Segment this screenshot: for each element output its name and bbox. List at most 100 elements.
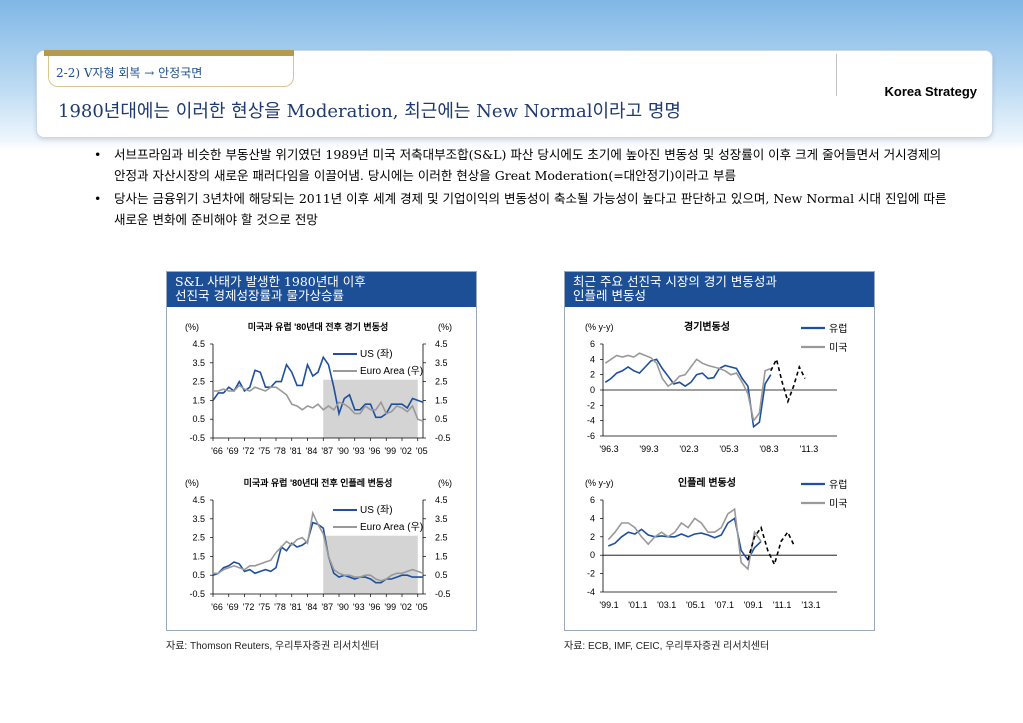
y-tick-label-left: 0.5	[192, 570, 205, 580]
y-tick-label-left: 1.5	[192, 551, 205, 561]
x-tick-label: '93	[353, 446, 365, 456]
x-tick-label: '03.1	[657, 600, 676, 610]
x-tick-label: '99.1	[599, 600, 618, 610]
x-tick-label: '05	[416, 602, 428, 612]
y-tick-label-left: 4.5	[192, 339, 205, 349]
x-tick-label: '81	[290, 602, 302, 612]
right-panel-title-line2: 인플레 변동성	[573, 288, 646, 303]
x-tick-label: '90	[337, 602, 349, 612]
growth-volatility-chart: (%) (%) 미국과 유럽 '80년대 전후 경기 변동성 4.5 4.5 3.5 3.5…	[185, 321, 452, 456]
y-tick-label: 6	[590, 495, 595, 505]
chart-title: 미국과 유럽 '80년대 전후 인플레 변동성	[244, 477, 393, 488]
y-tick-label: 2	[590, 370, 595, 380]
x-tick-label: '90	[337, 446, 349, 456]
y-axis-unit: (% y-y)	[585, 322, 614, 332]
x-tick-label: '99.3	[639, 444, 658, 454]
x-tick-label: '87	[321, 446, 333, 456]
inflation-volatility-chart: (%) (%) 미국과 유럽 '80년대 전후 인플레 변동성 4.5 4.5 3.5 3.…	[185, 477, 452, 612]
y-tick-label-left: -0.5	[189, 433, 205, 443]
x-tick-label: '75	[258, 602, 270, 612]
y-tick-label: 6	[590, 339, 595, 349]
chart-title: 인플레 변동성	[678, 476, 736, 489]
y-tick-label: -2	[587, 400, 595, 410]
x-tick-label: '72	[243, 446, 255, 456]
y-tick-label: -2	[587, 569, 595, 579]
left-chart-panel: S&L 사태가 발생한 1980년대 이후 선진국 경제성장률과 물가상승률 (…	[166, 271, 477, 631]
y-tick-label: -6	[587, 431, 595, 441]
legend-label: Euro Area (우)	[360, 521, 423, 533]
series-line-1	[607, 507, 762, 571]
x-tick-label: '01.1	[628, 600, 647, 610]
legend-label: US (좌)	[360, 504, 393, 516]
highlight-band	[323, 535, 418, 594]
chart-title: 미국과 유럽 '80년대 전후 경기 변동성	[248, 321, 389, 332]
x-tick-label: '96.3	[599, 444, 618, 454]
page-title: 1980년대에는 이러한 현상을 Moderation, 최근에는 New No…	[58, 101, 681, 122]
y-tick-label-left: 2.5	[192, 377, 205, 387]
x-tick-label: '72	[243, 602, 255, 612]
x-tick-label: '81	[290, 446, 302, 456]
legend-label: 미국	[829, 498, 847, 510]
y-tick-label: 4	[590, 513, 595, 523]
series-line-1	[213, 510, 424, 582]
y-axis-unit-right: (%)	[438, 322, 452, 332]
y-tick-label-right: 3.5	[435, 514, 448, 524]
series-line-2	[770, 356, 806, 405]
y-tick-label: 0	[590, 550, 595, 560]
x-tick-label: '84	[306, 446, 318, 456]
cycle-volatility-chart: (% y-y) 경기변동성 6 4 2 0 -2 -4 -6 '96.3 '99.3 '02.3 '05…	[585, 320, 847, 454]
bullet-list: 서브프라임과 비슷한 부동산발 위기였던 1989년 미국 저축대부조합(S&L…	[90, 144, 950, 232]
x-tick-label: '66	[211, 602, 223, 612]
y-axis-unit-left: (%)	[185, 322, 199, 332]
x-tick-label: '87	[321, 602, 333, 612]
y-tick-label-left: 3.5	[192, 514, 205, 524]
x-tick-label: '05	[416, 446, 428, 456]
x-tick-label: '05.3	[719, 444, 738, 454]
legend-label: Euro Area (우)	[360, 365, 423, 377]
x-tick-label: '11.1	[773, 600, 792, 610]
right-panel-title: 최근 주요 선진국 시장의 경기 변동성과 인플레 변동성	[565, 272, 874, 307]
header-divider	[836, 54, 837, 96]
x-tick-label: '93	[353, 602, 365, 612]
x-tick-label: '69	[227, 446, 239, 456]
series-line-1	[604, 352, 772, 423]
y-tick-label-right: 1.5	[435, 551, 448, 561]
x-tick-label: '02	[400, 602, 412, 612]
y-tick-label-right: -0.5	[435, 433, 451, 443]
right-chart-panel: 최근 주요 선진국 시장의 경기 변동성과 인플레 변동성 (% y-y) 경기변…	[564, 271, 875, 631]
y-tick-label-right: 2.5	[435, 533, 448, 543]
y-tick-label-left: 1.5	[192, 395, 205, 405]
y-tick-label: 2	[590, 532, 595, 542]
y-tick-label-left: 3.5	[192, 358, 205, 368]
bullet-item: 서브프라임과 비슷한 부동산발 위기였던 1989년 미국 저축대부조합(S&L…	[90, 144, 950, 186]
y-tick-label: 4	[590, 354, 595, 364]
x-tick-label: '84	[306, 602, 318, 612]
legend-label: US (좌)	[360, 348, 393, 360]
x-tick-label: '08.3	[759, 444, 778, 454]
x-tick-label: '02	[400, 446, 412, 456]
y-axis-unit-right: (%)	[438, 478, 452, 488]
x-tick-label: '05.1	[686, 600, 705, 610]
x-tick-label: '69	[227, 602, 239, 612]
x-tick-label: '66	[211, 446, 223, 456]
section-tab	[48, 56, 294, 87]
chart-title: 경기변동성	[684, 320, 730, 333]
x-tick-label: '96	[369, 446, 381, 456]
y-tick-label-left: 2.5	[192, 533, 205, 543]
inflation-cycle-chart: (% y-y) 인플레 변동성 6 4 2 0 -2 -4 '99.1 '01.1 '03.1 '05…	[585, 476, 847, 610]
y-tick-label-right: 4.5	[435, 495, 448, 505]
series-line-0	[604, 358, 772, 429]
y-tick-label: -4	[587, 416, 595, 426]
y-tick-label-right: 3.5	[435, 358, 448, 368]
y-tick-label-right: -0.5	[435, 589, 451, 599]
bullet-item: 당사는 금융위기 3년차에 해당되는 2011년 이후 세계 경제 및 기업이익…	[90, 188, 950, 230]
section-subtitle: 2-2) V자형 회복 → 안정국면	[56, 66, 203, 80]
x-tick-label: '75	[258, 446, 270, 456]
left-panel-title-line1: S&L 사태가 발생한 1980년대 이후	[175, 274, 366, 289]
y-tick-label-left: 0.5	[192, 414, 205, 424]
x-tick-label: '02.3	[679, 444, 698, 454]
y-tick-label-right: 4.5	[435, 339, 448, 349]
x-tick-label: '96	[369, 602, 381, 612]
x-tick-label: '99	[384, 446, 396, 456]
y-tick-label-right: 0.5	[435, 570, 448, 580]
